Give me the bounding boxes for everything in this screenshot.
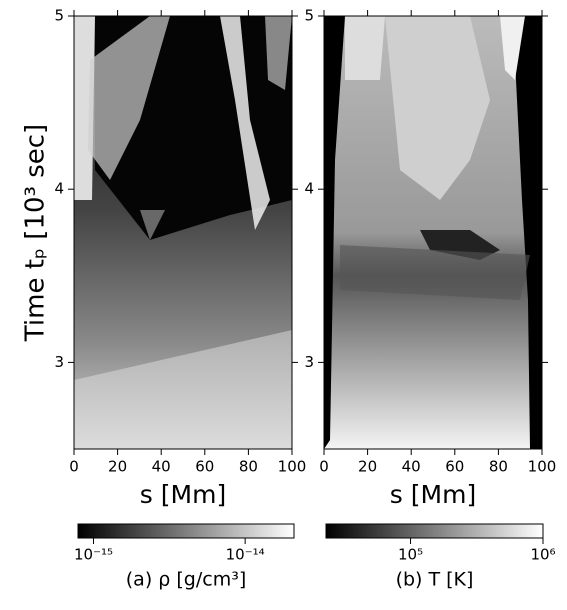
x-tick-label: 40: [402, 458, 421, 476]
x-tick-label: 20: [108, 458, 127, 476]
x-tick-label: 60: [445, 458, 464, 476]
x-tick-label: 40: [152, 458, 171, 476]
colorbar-tick-label: 10⁻¹⁴: [226, 546, 265, 564]
colorbar: [325, 523, 544, 539]
x-tick-label: 100: [528, 458, 557, 476]
y-tick-label: 4: [304, 180, 314, 198]
y-tick-label: 3: [54, 353, 64, 371]
x-tick-label: 0: [319, 458, 329, 476]
x-tick-label: 80: [489, 458, 508, 476]
plot-frame: [73, 15, 293, 450]
colorbar-tick-label: 10⁵: [398, 546, 423, 564]
colorbar-label: (b) T [K]: [396, 569, 474, 591]
plot-frame: [323, 15, 543, 450]
x-axis-label: s [Mm]: [390, 480, 476, 509]
temperature-map: [324, 16, 542, 449]
x-tick-label: 60: [195, 458, 214, 476]
y-tick-label: 5: [304, 7, 314, 25]
colorbar-label: (a) ρ [g/cm³]: [126, 569, 246, 591]
x-tick-label: 80: [239, 458, 258, 476]
x-axis-label: s [Mm]: [140, 480, 226, 509]
y-tick-label: 5: [54, 7, 64, 25]
colorbar-tick-label: 10⁻¹⁵: [74, 546, 113, 564]
x-tick-label: 20: [358, 458, 377, 476]
x-tick-label: 100: [278, 458, 307, 476]
y-tick-label: 3: [304, 353, 314, 371]
y-axis-label: Time tₚ [10³ sec]: [21, 124, 51, 342]
y-tick-label: 4: [54, 180, 64, 198]
density-map: [74, 16, 292, 449]
x-tick-label: 0: [69, 458, 79, 476]
colorbar-tick-label: 10⁶: [530, 546, 555, 564]
colorbar: [77, 523, 295, 539]
